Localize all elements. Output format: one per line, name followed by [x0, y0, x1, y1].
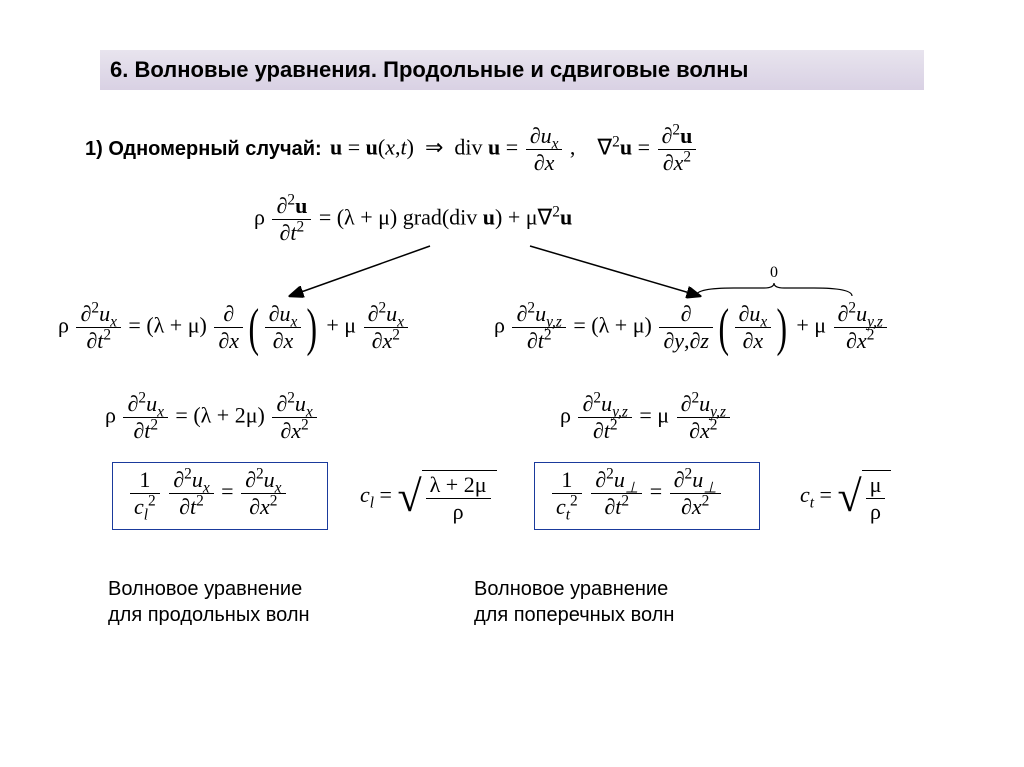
eq-longitudinal-wave: 1cl2 ∂2ux∂t2 = ∂2ux∂x2 [128, 468, 288, 519]
caption-longitudinal: Волновое уравнение для продольных волн [108, 576, 310, 628]
split-arrows [0, 0, 1024, 767]
eq-ct: ct = √μρ [800, 470, 891, 524]
eq-cl: cl = √λ + 2μρ [360, 470, 497, 524]
caption-transverse: Волновое уравнение для поперечных волн [474, 576, 674, 628]
eq-longitudinal-step1: ρ ∂2ux∂t2 = (λ + μ) ∂∂x(∂ux∂x) + μ ∂2ux∂… [58, 302, 410, 353]
eq-longitudinal-step2: ρ ∂2ux∂t2 = (λ + 2μ) ∂2ux∂x2 [105, 392, 319, 443]
eq-transverse-step2: ρ ∂2uy,z∂t2 = μ ∂2uy,z∂x2 [560, 392, 732, 443]
eq-transverse-wave: 1ct2 ∂2u⊥∂t2 = ∂2u⊥∂x2 [550, 468, 723, 519]
eq-transverse-step1: ρ ∂2uy,z∂t2 = (λ + μ) ∂∂y,∂z(∂ux∂x) + μ … [494, 302, 889, 353]
